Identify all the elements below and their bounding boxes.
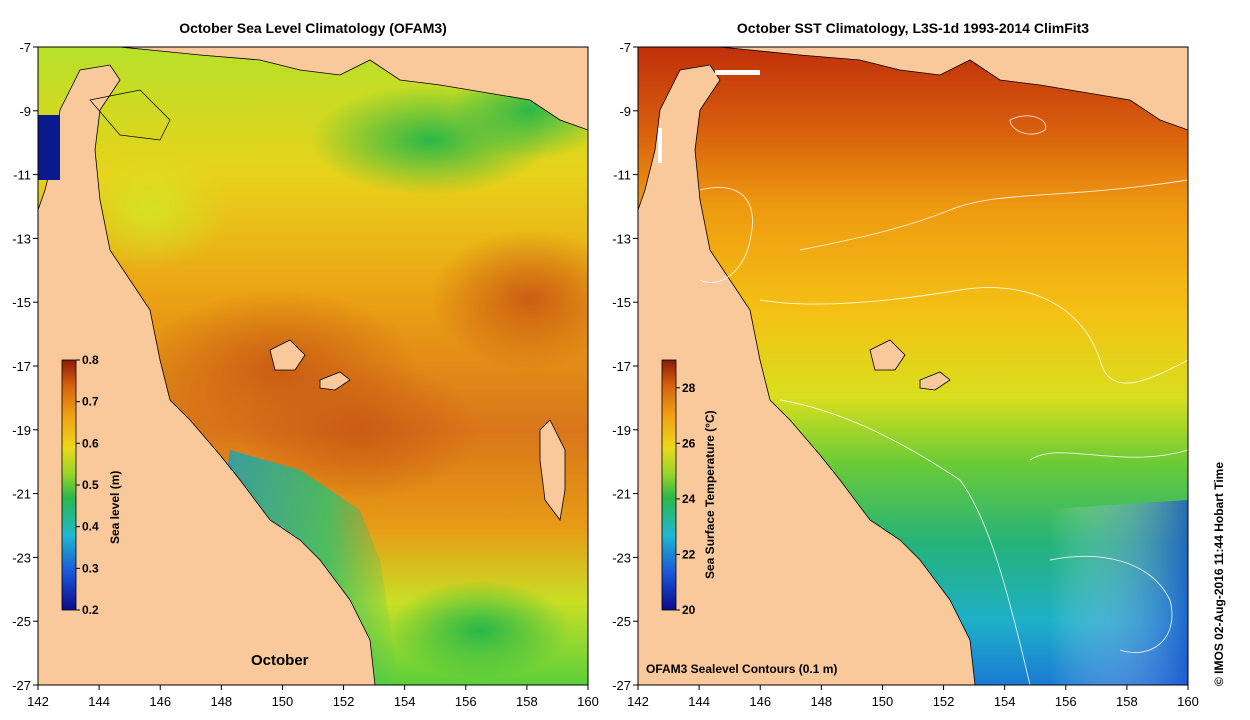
colorbar-tick-label: 24 bbox=[682, 492, 696, 506]
credit-text: © IMOS 02-Aug-2016 11:44 Hobart Time bbox=[1212, 461, 1226, 686]
lat-tick-label: -7 bbox=[619, 40, 631, 55]
lat-tick-label: -27 bbox=[612, 678, 631, 693]
right-map bbox=[638, 47, 1188, 685]
lat-tick-label: -13 bbox=[612, 231, 631, 246]
colorbar-tick-label: 0.7 bbox=[82, 395, 99, 409]
colorbar-tick-label: 0.8 bbox=[82, 353, 99, 367]
colorbar-tick-label: 0.6 bbox=[82, 436, 99, 450]
left-map bbox=[38, 47, 588, 685]
lat-tick-label: -9 bbox=[19, 104, 31, 119]
lat-tick-label: -23 bbox=[12, 550, 31, 565]
lat-tick-label: -27 bbox=[12, 678, 31, 693]
colorbar-tick-label: 0.5 bbox=[82, 478, 99, 492]
lon-tick-label: 152 bbox=[333, 694, 355, 709]
lon-tick-label: 142 bbox=[27, 694, 49, 709]
left-map-annotation: October bbox=[251, 652, 309, 669]
lat-tick-label: -15 bbox=[12, 295, 31, 310]
colorbar-tick-label: 22 bbox=[682, 547, 696, 561]
lon-tick-label: 156 bbox=[455, 694, 477, 709]
colorbar-tick-label: 26 bbox=[682, 436, 696, 450]
lat-tick-label: -15 bbox=[612, 295, 631, 310]
right-australia-landmass bbox=[638, 64, 976, 685]
right-panel-title: October SST Climatology, L3S-1d 1993-201… bbox=[736, 20, 1090, 36]
right-png-landmass bbox=[638, 47, 1188, 131]
lon-tick-label: 154 bbox=[994, 694, 1016, 709]
lon-tick-label: 142 bbox=[627, 694, 649, 709]
lon-tick-label: 160 bbox=[577, 694, 599, 709]
lat-tick-label: -11 bbox=[613, 168, 631, 183]
right-colorbar bbox=[661, 359, 677, 611]
left-png-landmass bbox=[38, 47, 588, 131]
lon-tick-label: 152 bbox=[933, 694, 955, 709]
lon-tick-label: 148 bbox=[210, 694, 232, 709]
lon-tick-label: 160 bbox=[1177, 694, 1199, 709]
lon-tick-label: 158 bbox=[516, 694, 538, 709]
lat-tick-label: -7 bbox=[19, 40, 31, 55]
right-colorbar-label: Sea Surface Temperature (°C) bbox=[703, 410, 717, 579]
lon-tick-label: 150 bbox=[872, 694, 894, 709]
left-australia-landmass bbox=[38, 64, 376, 685]
lat-tick-label: -25 bbox=[12, 614, 31, 629]
lon-tick-label: 158 bbox=[1116, 694, 1138, 709]
colorbar-tick-label: 28 bbox=[682, 381, 696, 395]
colorbar-tick-label: 0.3 bbox=[82, 561, 99, 575]
left-colorbar-label: Sea level (m) bbox=[108, 470, 122, 544]
lon-tick-label: 156 bbox=[1055, 694, 1077, 709]
lon-tick-label: 146 bbox=[149, 694, 171, 709]
lon-tick-label: 154 bbox=[394, 694, 416, 709]
lat-tick-label: -19 bbox=[12, 423, 31, 438]
colorbar-tick-label: 0.2 bbox=[82, 603, 99, 617]
lat-tick-label: -21 bbox=[612, 487, 631, 502]
lon-tick-label: 148 bbox=[810, 694, 832, 709]
lon-tick-label: 144 bbox=[688, 694, 710, 709]
lat-tick-label: -25 bbox=[612, 614, 631, 629]
colorbar-tick-label: 0.4 bbox=[82, 520, 99, 534]
lon-tick-label: 150 bbox=[272, 694, 294, 709]
colorbar-tick-label: 20 bbox=[682, 603, 696, 617]
lat-tick-label: -17 bbox=[612, 359, 631, 374]
lat-tick-label: -9 bbox=[619, 104, 631, 119]
lat-tick-label: -17 bbox=[12, 359, 31, 374]
right-map-annotation: OFAM3 Sealevel Contours (0.1 m) bbox=[646, 662, 838, 676]
lat-tick-label: -23 bbox=[612, 550, 631, 565]
lon-tick-label: 146 bbox=[749, 694, 771, 709]
lat-tick-label: -13 bbox=[12, 231, 31, 246]
lon-tick-label: 144 bbox=[88, 694, 110, 709]
lat-tick-label: -11 bbox=[13, 168, 31, 183]
lat-tick-label: -19 bbox=[612, 423, 631, 438]
lat-tick-label: -21 bbox=[12, 487, 31, 502]
left-colorbar bbox=[61, 359, 77, 611]
left-panel-title: October Sea Level Climatology (OFAM3) bbox=[179, 20, 447, 36]
